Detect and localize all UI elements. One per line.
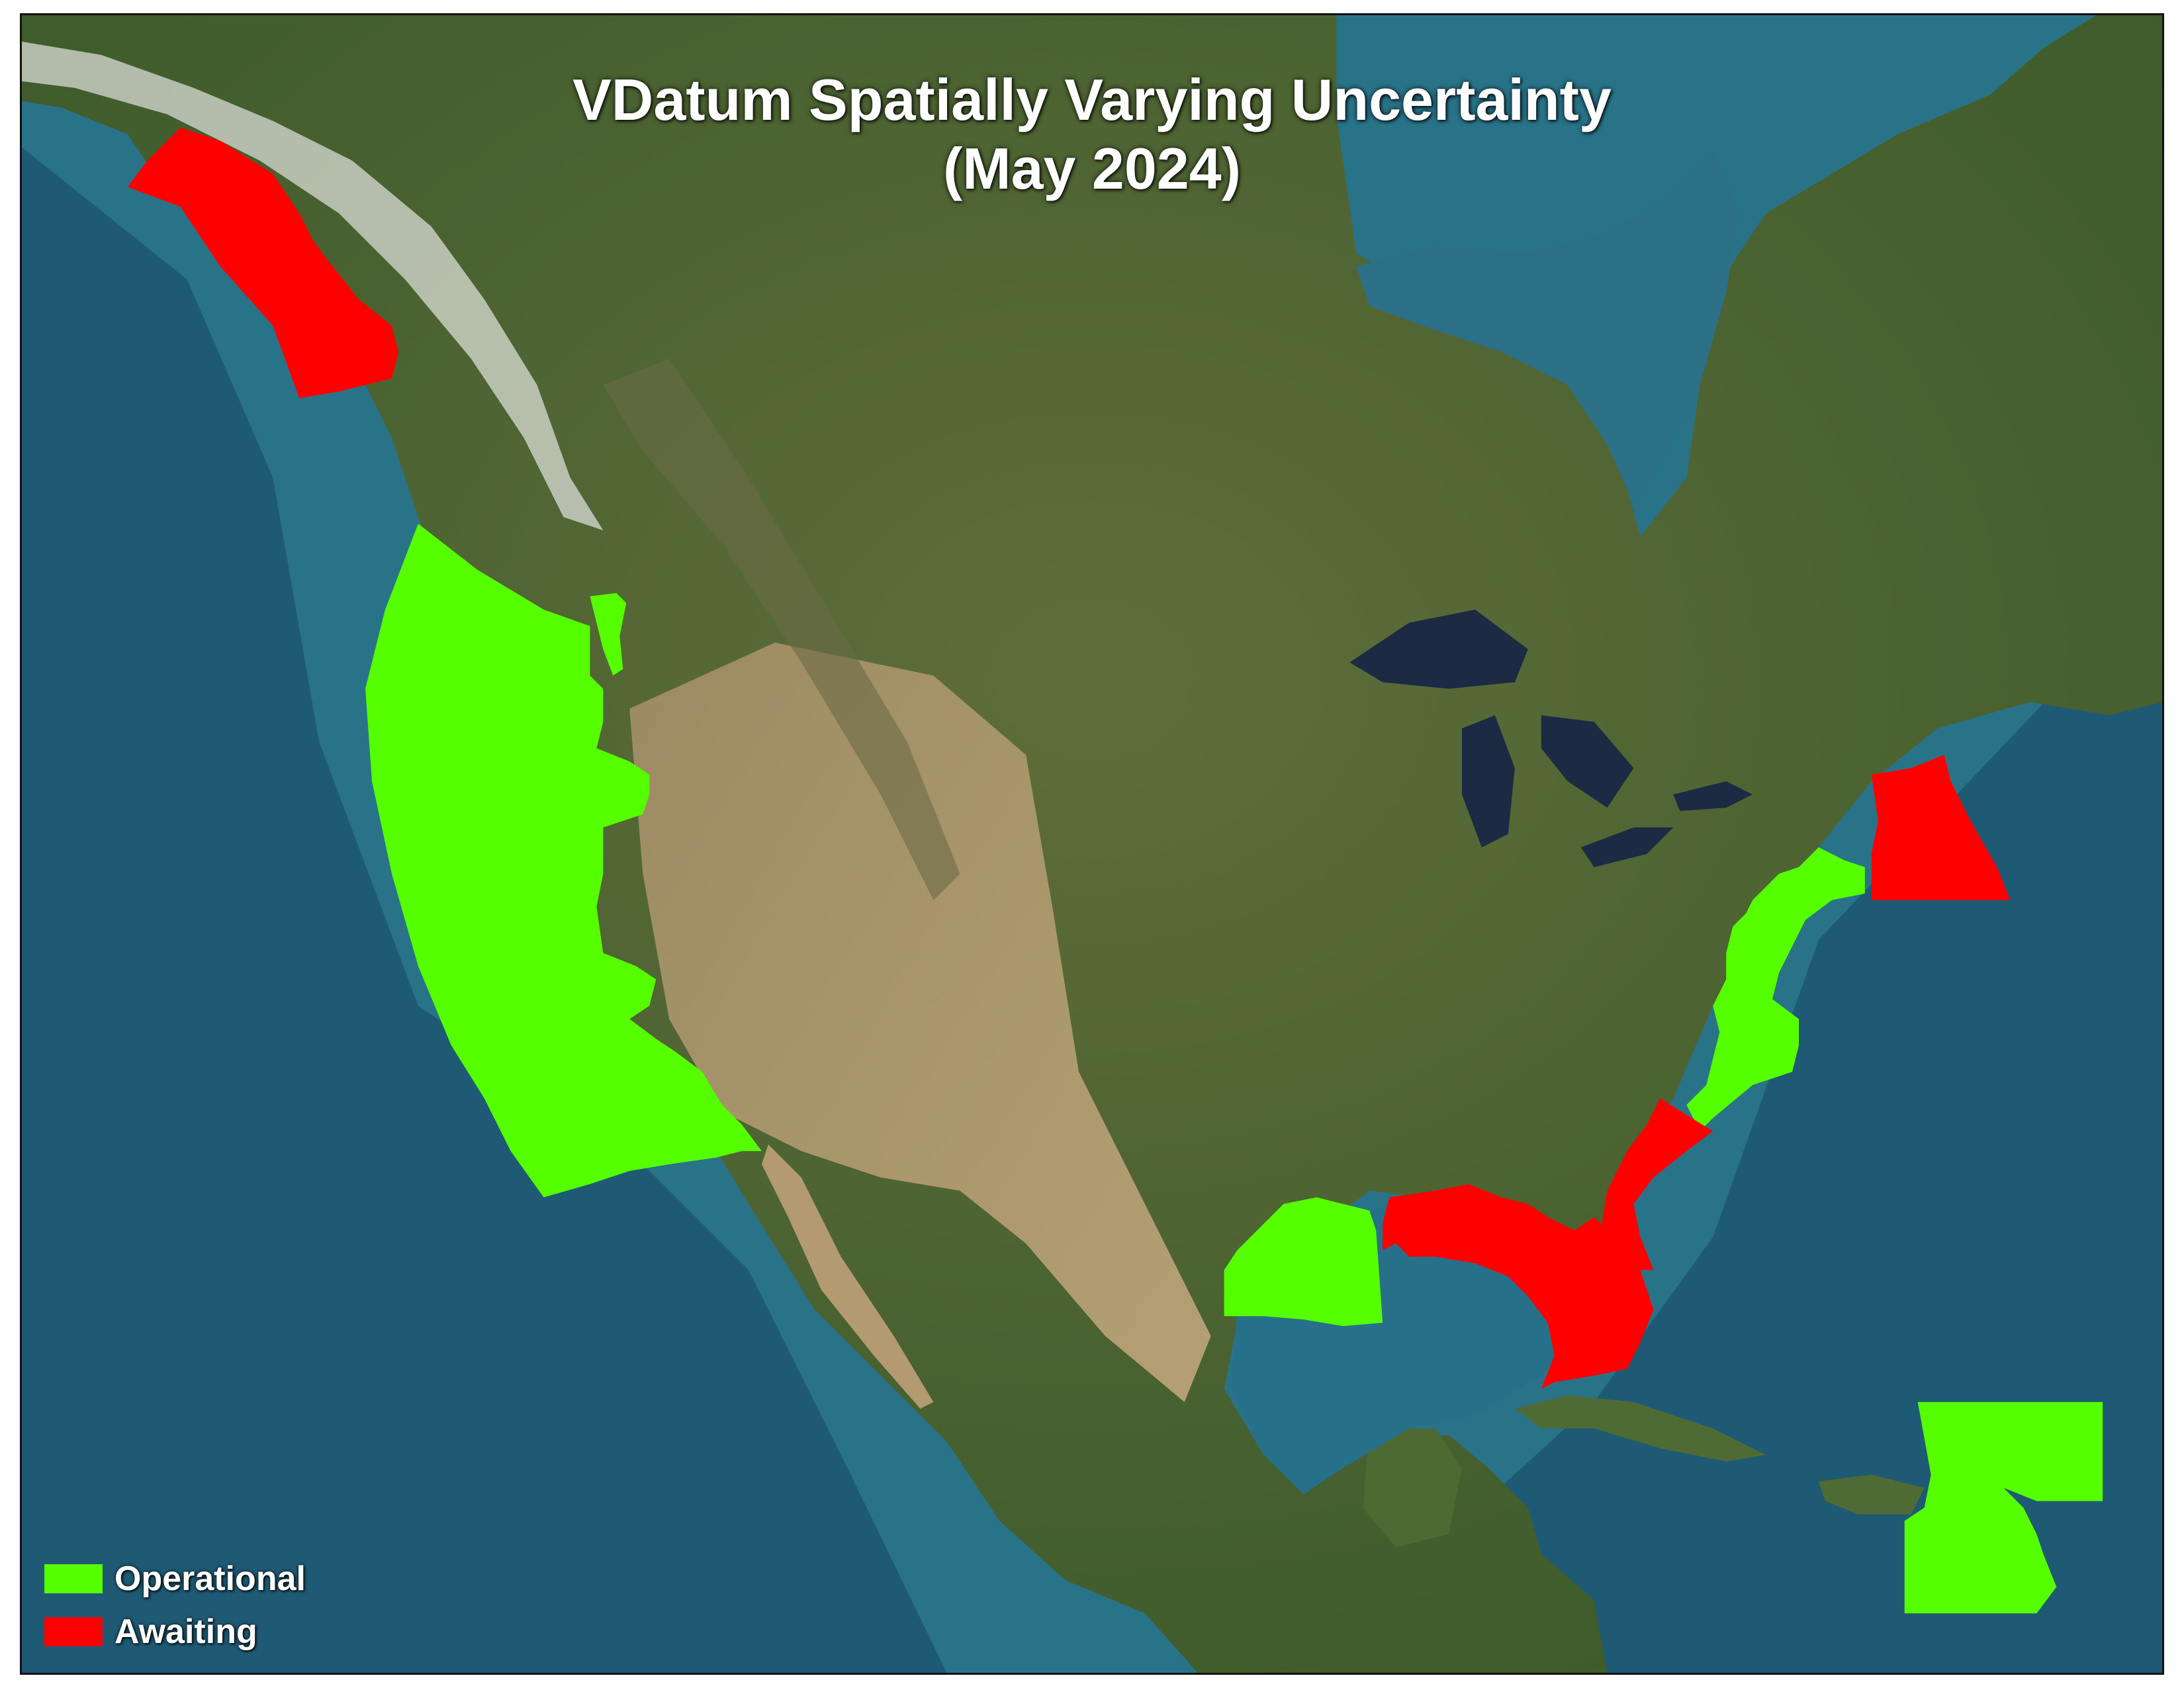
region-florida-eastern-gulf [1383,1184,1654,1389]
map-title: VDatum Spatially Varying Uncertainty [572,67,1612,132]
land-rockies [603,358,960,900]
water-lake-erie [1580,827,1674,867]
legend: Operational Awaiting [44,1552,306,1658]
water-lake-ontario [1673,781,1753,812]
legend-swatch-operational [44,1564,103,1593]
region-mid-atlantic [1686,847,1865,1131]
land-baja [761,1144,934,1409]
water-lake-michigan [1461,715,1515,847]
land-desert-west [629,642,1211,1402]
region-puerto-rico [1904,1401,2103,1614]
operational-regions [365,524,2103,1614]
water-lake-superior [1349,609,1528,689]
water-lake-huron [1541,715,1634,808]
land-north-america [22,15,2162,1673]
region-south-atlantic [1600,1098,1713,1270]
map-subtitle: (May 2024) [942,136,1241,201]
land-cuba [1514,1395,1766,1462]
region-puget-sound [590,592,627,676]
water-hudson-bay [1356,147,1740,504]
legend-item-operational: Operational [44,1552,306,1605]
awaiting-regions [127,127,2011,1389]
basemap [22,15,2162,1673]
region-gulf-of-maine [1871,755,2011,900]
legend-label-awaiting: Awaiting [114,1613,257,1651]
region-west-coast [365,524,762,1197]
legend-item-awaiting: Awaiting [44,1605,306,1658]
region-southeast-alaska [127,127,398,399]
land-yucatan [1363,1428,1462,1548]
land-hispaniola [1818,1474,1925,1515]
map-frame: VDatum Spatially Varying Uncertainty (Ma… [20,13,2164,1675]
legend-label-operational: Operational [114,1560,306,1598]
region-western-gulf [1224,1197,1383,1327]
legend-swatch-awaiting [44,1617,103,1646]
